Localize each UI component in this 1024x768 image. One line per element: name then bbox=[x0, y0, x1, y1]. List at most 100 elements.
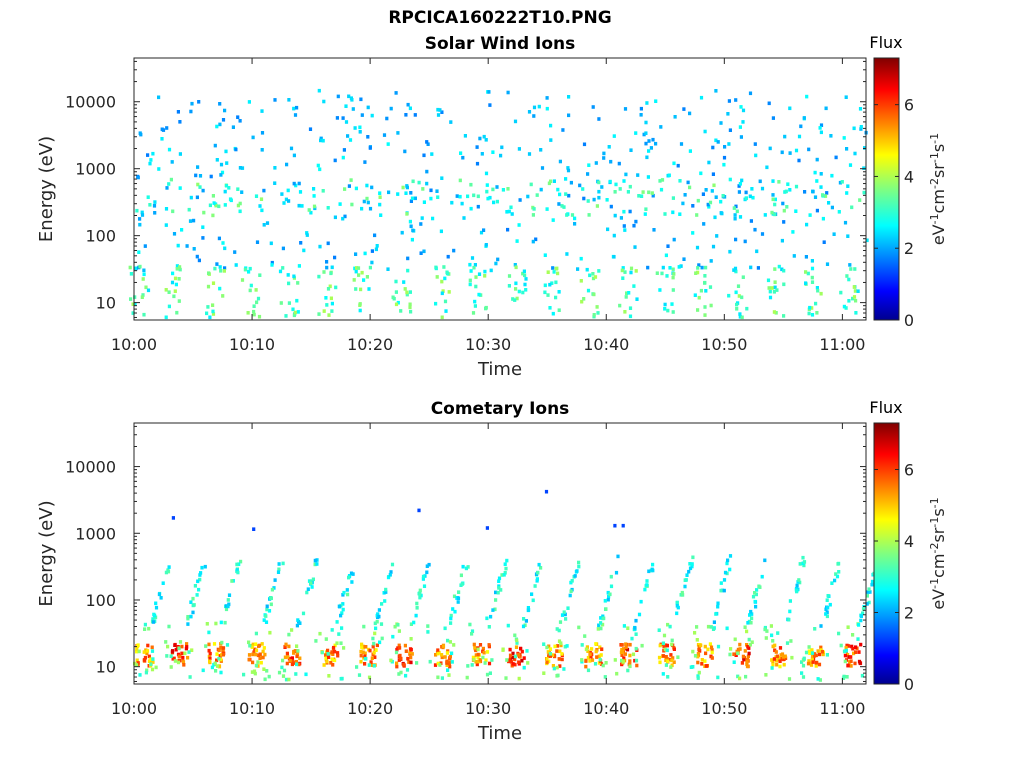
heatmap-cell bbox=[485, 189, 489, 194]
heatmap-cell bbox=[649, 146, 653, 150]
heatmap-cell bbox=[186, 655, 190, 660]
heatmap-cell bbox=[450, 200, 454, 205]
x-tick-label: 10:10 bbox=[229, 699, 275, 718]
heatmap-cell bbox=[564, 192, 568, 196]
heatmap-cell bbox=[753, 142, 757, 146]
heatmap-cell bbox=[557, 290, 561, 294]
heatmap-cell bbox=[142, 272, 146, 277]
heatmap-cell bbox=[406, 656, 410, 661]
heatmap-cell bbox=[402, 662, 406, 667]
heatmap-cell bbox=[377, 608, 381, 612]
colorbar bbox=[873, 57, 900, 321]
heatmap-cell bbox=[562, 667, 566, 671]
heatmap-cell bbox=[743, 649, 747, 653]
heatmap-cell bbox=[658, 643, 662, 648]
heatmap-cell bbox=[657, 628, 661, 632]
heatmap-cell bbox=[419, 222, 423, 226]
heatmap-cell bbox=[531, 213, 535, 217]
heatmap-cell bbox=[309, 581, 313, 585]
heatmap-cell bbox=[665, 648, 669, 653]
heatmap-cell bbox=[556, 187, 560, 192]
heatmap-cell bbox=[440, 110, 444, 114]
heatmap-cell bbox=[859, 642, 863, 647]
heatmap-cell bbox=[469, 206, 473, 211]
heatmap-cell bbox=[434, 265, 438, 270]
heatmap-cell bbox=[198, 577, 202, 582]
heatmap-cell bbox=[843, 653, 847, 658]
heatmap-cell bbox=[186, 615, 190, 619]
heatmap-cell bbox=[227, 593, 232, 597]
heatmap-cell bbox=[738, 312, 742, 316]
heatmap-cell bbox=[447, 661, 451, 666]
heatmap-cell bbox=[566, 168, 571, 173]
heatmap-cell bbox=[658, 288, 662, 292]
heatmap-cell bbox=[277, 670, 282, 675]
heatmap-cell bbox=[503, 562, 507, 566]
heatmap-cell bbox=[521, 624, 526, 629]
heatmap-cell bbox=[788, 599, 792, 603]
heatmap-cell bbox=[811, 660, 815, 664]
heatmap-cell bbox=[145, 649, 150, 653]
heatmap-cell bbox=[597, 117, 601, 121]
heatmap-cell bbox=[811, 189, 815, 194]
heatmap-cell bbox=[814, 653, 818, 658]
heatmap-cell bbox=[373, 655, 377, 659]
heatmap-cell bbox=[622, 179, 626, 183]
heatmap-cell bbox=[295, 652, 300, 657]
heatmap-cell bbox=[539, 148, 543, 152]
heatmap-cell bbox=[533, 584, 537, 588]
heatmap-cell bbox=[870, 579, 875, 584]
heatmap-cell bbox=[862, 190, 866, 195]
heatmap-cell bbox=[622, 209, 626, 214]
heatmap-cell bbox=[562, 205, 566, 209]
heatmap-cell bbox=[594, 642, 598, 646]
heatmap-cell bbox=[520, 658, 524, 663]
heatmap-cell bbox=[597, 195, 601, 200]
heatmap-cell bbox=[276, 570, 281, 574]
heatmap-cell bbox=[399, 309, 403, 313]
heatmap-cell bbox=[591, 105, 595, 109]
heatmap-cell bbox=[142, 650, 146, 654]
heatmap-cell bbox=[475, 161, 480, 166]
heatmap-cell bbox=[238, 119, 242, 123]
heatmap-cell bbox=[858, 107, 863, 111]
heatmap-cell bbox=[504, 676, 508, 680]
heatmap-cell bbox=[305, 590, 309, 595]
heatmap-cell bbox=[729, 647, 733, 651]
heatmap-cell bbox=[165, 654, 169, 658]
heatmap-cell bbox=[556, 673, 560, 678]
heatmap-cell bbox=[148, 161, 152, 166]
heatmap-cell bbox=[727, 142, 731, 146]
heatmap-cell bbox=[750, 187, 754, 191]
heatmap-cell bbox=[703, 313, 707, 317]
heatmap-cell bbox=[236, 115, 240, 119]
heatmap-cell bbox=[846, 184, 850, 188]
heatmap-cell bbox=[372, 664, 376, 668]
heatmap-cell bbox=[825, 614, 829, 619]
heatmap-cell bbox=[704, 289, 708, 293]
heatmap-cell bbox=[440, 176, 444, 180]
heatmap-cell bbox=[340, 626, 344, 630]
heatmap-cell bbox=[355, 665, 359, 669]
heatmap-cell bbox=[851, 296, 855, 301]
heatmap-cell bbox=[720, 211, 724, 216]
heatmap-cell bbox=[440, 291, 444, 296]
heatmap-cell bbox=[738, 215, 743, 219]
heatmap-cell bbox=[193, 584, 197, 588]
heatmap-cell bbox=[684, 578, 688, 582]
heatmap-cell bbox=[465, 675, 469, 680]
heatmap-cell bbox=[628, 664, 632, 669]
heatmap-cell bbox=[795, 588, 799, 593]
heatmap-cell bbox=[364, 657, 368, 661]
heatmap-cell bbox=[515, 638, 519, 643]
heatmap-cell bbox=[788, 609, 792, 614]
heatmap-cell bbox=[802, 560, 807, 564]
heatmap-cell bbox=[131, 311, 135, 315]
heatmap-cell bbox=[625, 647, 630, 652]
heatmap-cell bbox=[552, 666, 556, 671]
heatmap-cell bbox=[646, 175, 650, 179]
heatmap-cell bbox=[726, 112, 730, 116]
heatmap-cell bbox=[628, 662, 632, 666]
heatmap-cell bbox=[448, 664, 452, 669]
heatmap-cell bbox=[205, 622, 209, 626]
